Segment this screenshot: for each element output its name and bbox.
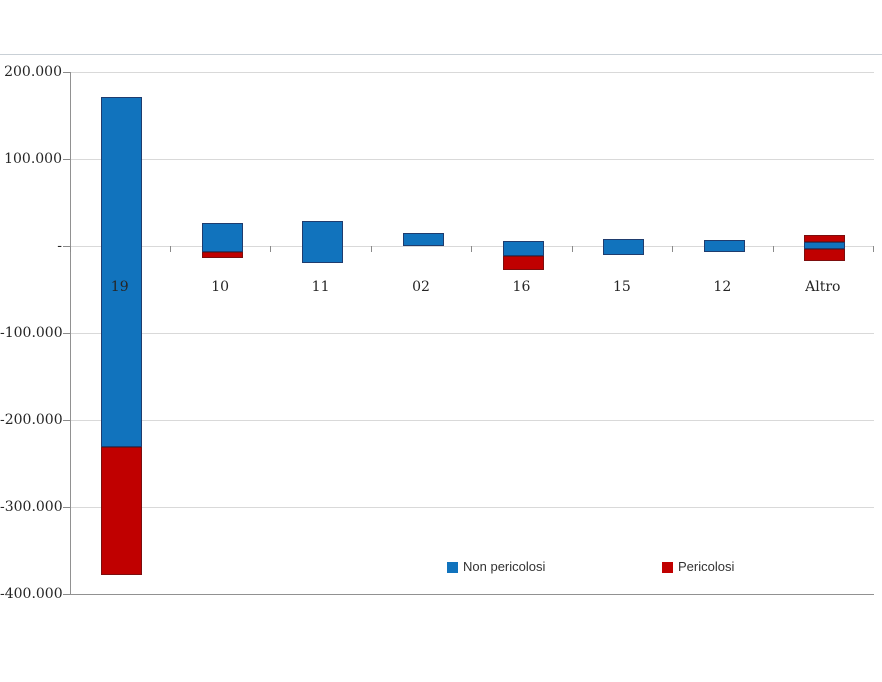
category-axis-tick <box>873 246 874 252</box>
category-axis-tick <box>471 246 473 252</box>
y-axis-label: -100.000 <box>0 325 63 341</box>
category-label: 02 <box>412 279 430 295</box>
bar-segment-pericolosi[interactable] <box>201 252 243 259</box>
y-axis-label: -300.000 <box>0 499 63 515</box>
y-gridline <box>69 333 874 334</box>
bar-segment-pericolosi[interactable] <box>804 249 846 261</box>
legend-item-non-pericolosi[interactable]: Non pericolosi <box>447 559 545 575</box>
bar-segment-non_pericolosi[interactable] <box>703 239 745 253</box>
top-divider <box>0 54 882 55</box>
y-axis-tick <box>62 72 71 73</box>
y-gridline <box>69 159 874 160</box>
category-axis-tick <box>571 246 573 252</box>
bar-segment-non_pericolosi[interactable] <box>101 97 143 447</box>
y-axis-label: 200.000 <box>4 64 62 80</box>
chart-legend: Non pericolosi Pericolosi <box>0 559 882 579</box>
legend-label-non-pericolosi: Non pericolosi <box>463 559 546 574</box>
y-axis-tick <box>62 246 71 247</box>
bar-segment-pericolosi[interactable] <box>502 255 544 271</box>
bar-segment-pericolosi[interactable] <box>804 234 846 242</box>
category-axis-tick <box>772 246 774 252</box>
y-axis-label: - <box>57 238 62 254</box>
legend-label-pericolosi: Pericolosi <box>678 559 735 574</box>
category-axis-tick <box>672 246 674 252</box>
bar-segment-non_pericolosi[interactable] <box>603 239 645 255</box>
category-axis-tick <box>69 246 71 252</box>
x-axis-bottom-line <box>69 594 874 595</box>
bar-segment-non_pericolosi[interactable] <box>502 240 544 256</box>
y-axis-label: 100.000 <box>4 151 62 167</box>
legend-item-pericolosi[interactable]: Pericolosi <box>662 559 734 575</box>
category-axis-tick <box>169 246 171 252</box>
legend-swatch-non-pericolosi-icon <box>447 561 458 573</box>
legend-swatch-pericolosi-icon <box>662 561 673 573</box>
bar-segment-pericolosi[interactable] <box>101 446 143 575</box>
y-axis-tick <box>62 507 71 508</box>
y-gridline <box>69 507 874 508</box>
y-gridline <box>69 72 874 73</box>
y-gridline <box>69 420 874 421</box>
y-axis-line <box>69 72 71 594</box>
category-label: 12 <box>713 279 732 295</box>
y-axis-tick <box>62 420 71 421</box>
y-axis-label: -200.000 <box>0 412 63 428</box>
category-axis-tick <box>270 246 272 252</box>
category-label: 11 <box>311 279 330 295</box>
bar-segment-non_pericolosi[interactable] <box>302 220 344 263</box>
y-axis-label: -400.000 <box>0 586 63 602</box>
category-label: Altro <box>805 279 841 295</box>
category-label: 10 <box>211 279 230 295</box>
y-axis-tick <box>62 159 71 160</box>
category-label: 19 <box>110 279 129 295</box>
bar-segment-non_pericolosi[interactable] <box>201 222 243 253</box>
bar-segment-non_pericolosi[interactable] <box>402 232 444 246</box>
bar-segment-non_pericolosi[interactable] <box>804 241 846 250</box>
category-label: 16 <box>512 279 531 295</box>
category-axis-tick <box>370 246 372 252</box>
y-axis-tick <box>62 333 71 334</box>
y-axis-tick <box>62 594 71 595</box>
category-label: 15 <box>612 279 631 295</box>
